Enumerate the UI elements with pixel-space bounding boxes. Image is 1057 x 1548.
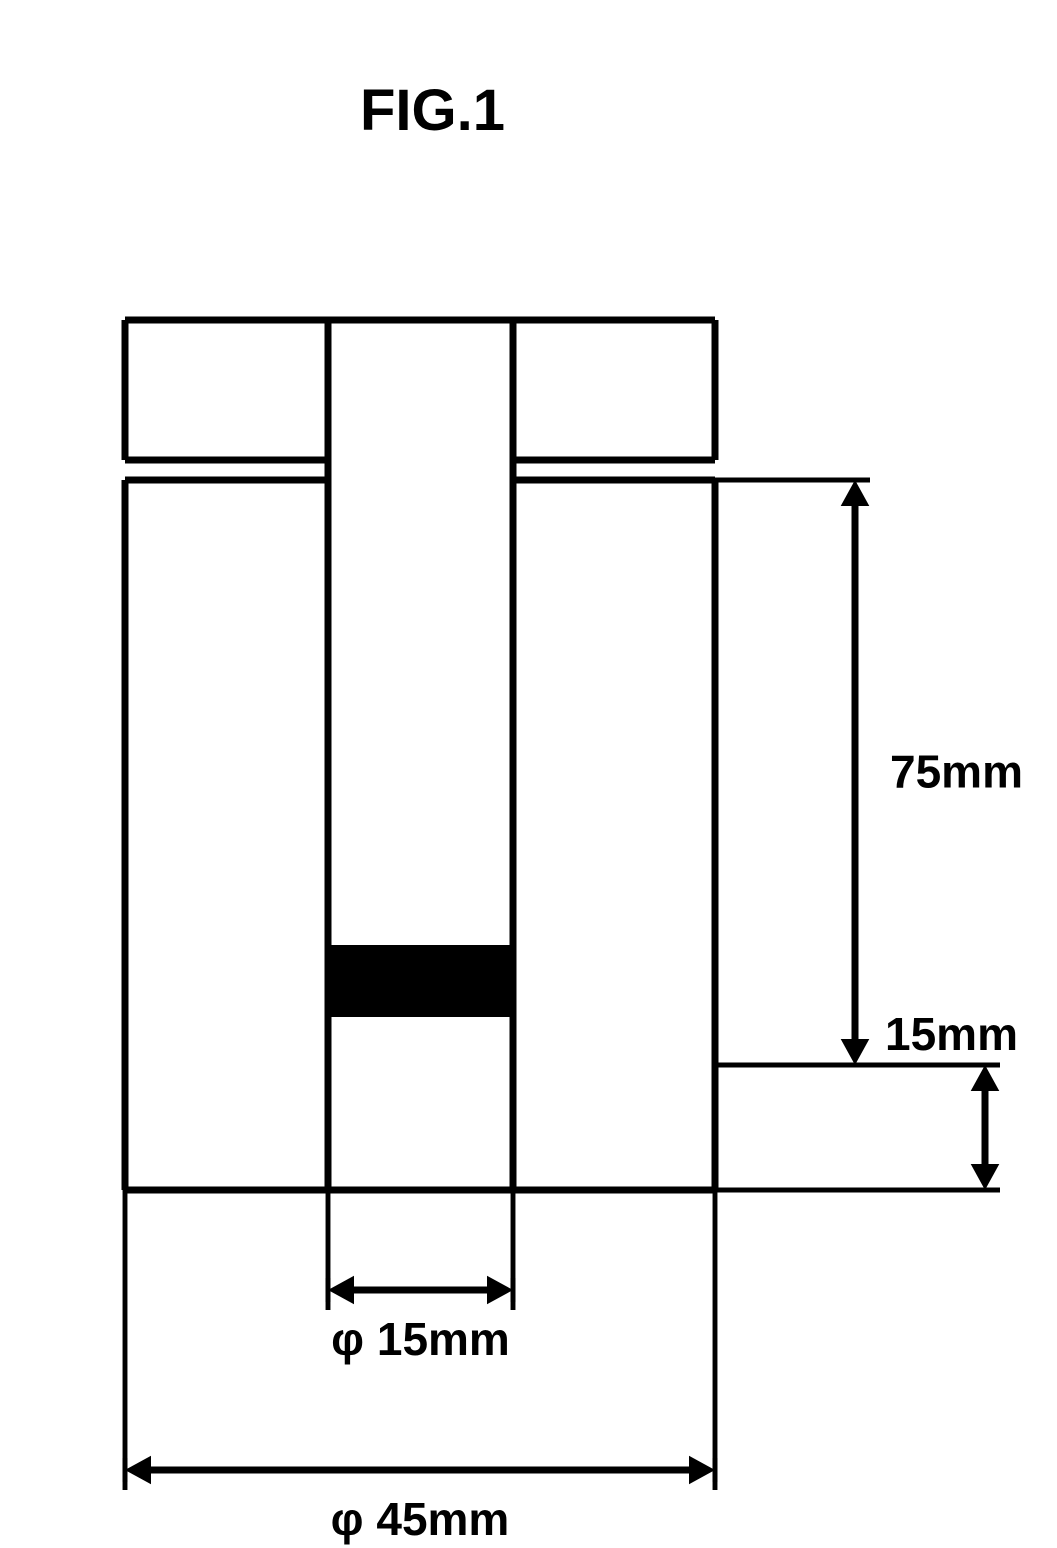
dim-phi15mm-label: φ 15mm: [331, 1313, 510, 1365]
dim-phi45mm-label: φ 45mm: [331, 1493, 510, 1545]
figure-title: FIG.1: [360, 78, 505, 143]
dim-15mm-v-label: 15mm: [885, 1008, 1018, 1060]
dim-75mm-label: 75mm: [890, 746, 1023, 798]
